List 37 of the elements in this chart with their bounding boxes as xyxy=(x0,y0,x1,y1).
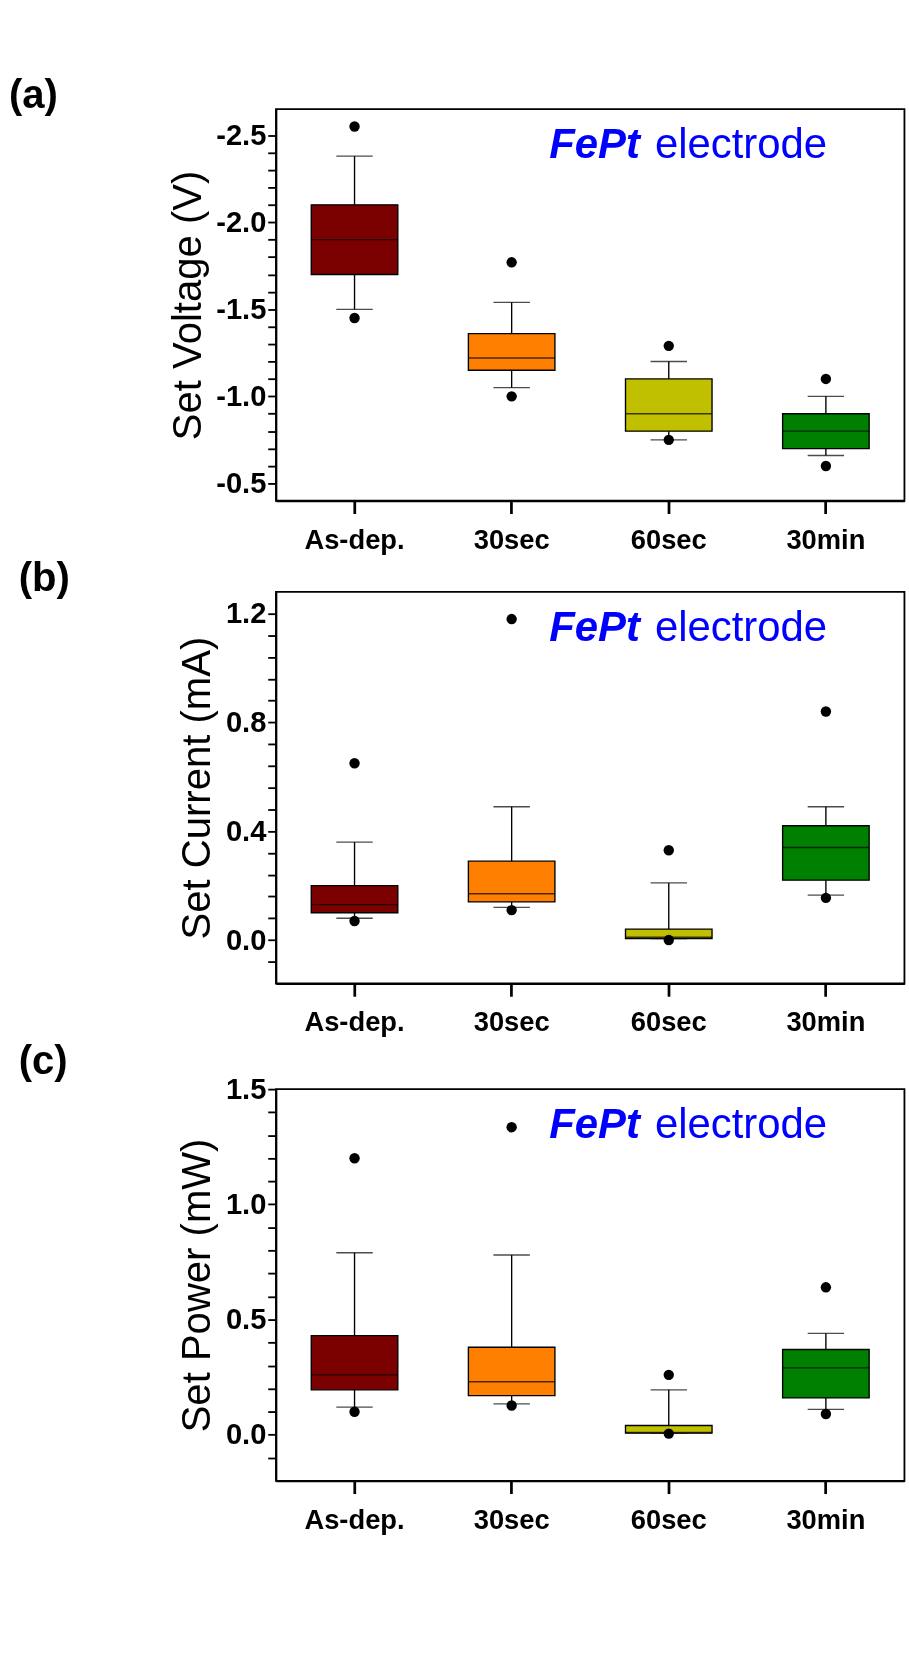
y-tick-label: 0.5 xyxy=(225,1303,267,1336)
y-tick-label: -1.5 xyxy=(216,292,267,325)
x-tick-label: 30min xyxy=(786,1503,866,1535)
x-tick-label: As-dep. xyxy=(304,523,405,555)
chart-title: (c) xyxy=(18,1037,68,1082)
x-tick-label: As-dep. xyxy=(304,1006,405,1038)
chart-title: (a) xyxy=(8,72,58,117)
y-tick-label: 0.0 xyxy=(225,1418,267,1451)
annotation: electrode xyxy=(654,603,828,651)
y-tick-label: 1.0 xyxy=(225,1187,267,1220)
x-tick-label: 30sec xyxy=(473,1503,550,1535)
y-tick-label: 1.5 xyxy=(225,1072,267,1105)
y-tick-label: 0.0 xyxy=(225,923,267,956)
x-tick-label: As-dep. xyxy=(304,1503,405,1535)
annotation: FePt xyxy=(549,603,643,651)
y-tick-label: 0.4 xyxy=(225,814,268,847)
x-tick-label: 30sec xyxy=(473,1006,550,1038)
annotation: electrode xyxy=(654,1100,828,1148)
y-tick-label: -2.5 xyxy=(216,118,267,151)
y-tick-label: 1.2 xyxy=(225,597,267,630)
x-tick-label: 60sec xyxy=(630,523,707,555)
annotation: electrode xyxy=(654,120,828,168)
x-tick-label: 30sec xyxy=(473,523,550,555)
x-tick-label: 30min xyxy=(786,523,866,555)
y-axis-title: Set Current (mA) xyxy=(174,636,219,940)
x-tick-label: 30min xyxy=(786,1006,866,1038)
y-axis-title: Set Power (mW) xyxy=(174,1138,219,1433)
y-tick-label: -1.0 xyxy=(216,379,267,412)
y-tick-label: -0.5 xyxy=(216,466,267,499)
y-tick-label: -2.0 xyxy=(216,205,267,238)
annotation: FePt xyxy=(549,1100,643,1148)
x-tick-label: 60sec xyxy=(630,1503,707,1535)
y-axis-title: Set Voltage (V) xyxy=(164,170,209,441)
annotation: FePt xyxy=(549,120,643,168)
y-tick-label: 0.8 xyxy=(225,705,267,738)
x-tick-label: 60sec xyxy=(630,1006,707,1038)
chart-title: (b) xyxy=(18,554,70,599)
